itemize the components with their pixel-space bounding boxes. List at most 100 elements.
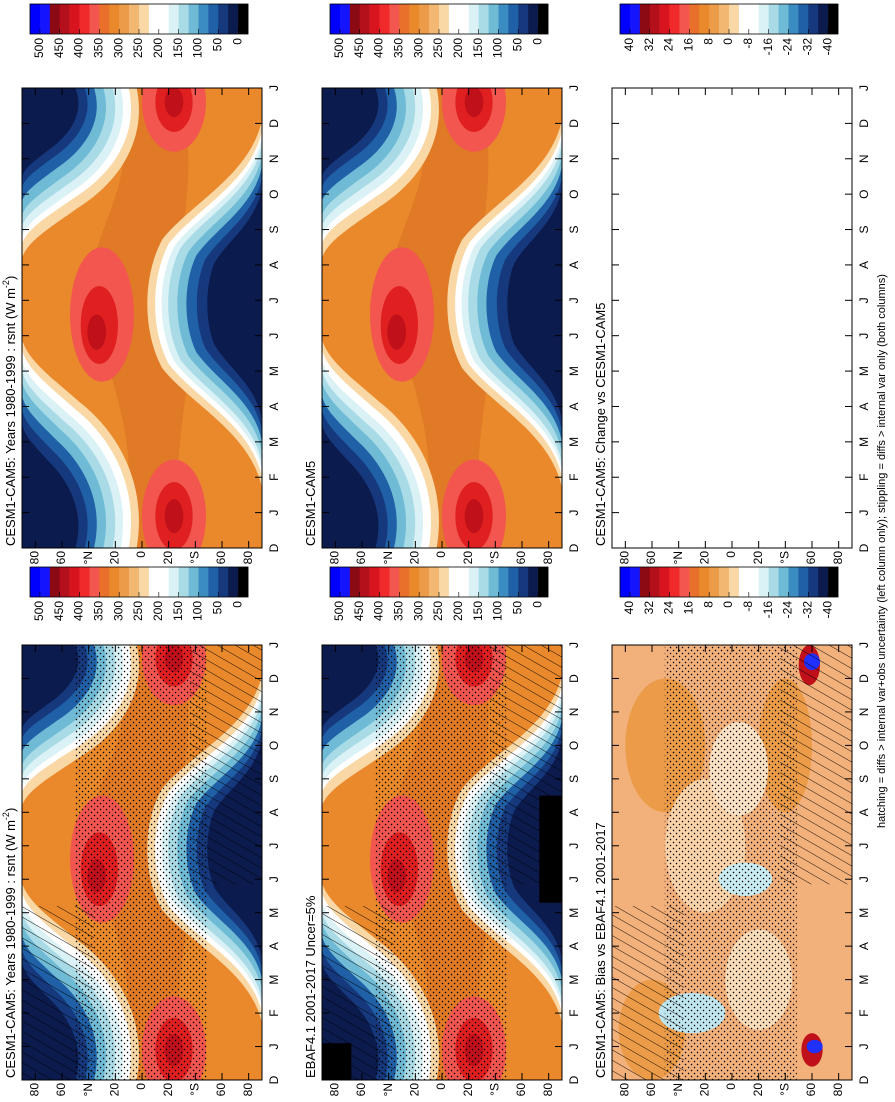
colorbar-box bbox=[198, 567, 209, 597]
colorbar-box bbox=[429, 567, 440, 597]
y-tick-label: 60 bbox=[644, 1083, 658, 1097]
x-tick-label: J bbox=[857, 510, 871, 516]
x-tick-label: F bbox=[857, 474, 871, 481]
x-tick-label: M bbox=[567, 366, 581, 376]
x-tick-label: S bbox=[267, 226, 281, 234]
x-tick-label: J bbox=[857, 297, 871, 303]
colorbar-box bbox=[119, 567, 130, 597]
colorbar-label: 32 bbox=[642, 601, 656, 615]
colorbar-label: 150 bbox=[471, 38, 485, 58]
colorbar-box bbox=[679, 4, 690, 34]
x-tick-label: D bbox=[567, 1075, 581, 1084]
y-tick-label: 80 bbox=[328, 1083, 342, 1097]
colorbar-label: 400 bbox=[372, 601, 386, 621]
colorbar-box bbox=[69, 4, 80, 34]
colorbar-box bbox=[129, 4, 140, 34]
x-tick-label: J bbox=[267, 333, 281, 339]
colorbar-label: 0 bbox=[230, 601, 244, 608]
colorbar-box bbox=[729, 567, 740, 597]
colorbar-box bbox=[359, 4, 370, 34]
colorbar-box bbox=[818, 567, 829, 597]
x-tick-label: J bbox=[857, 333, 871, 339]
colorbar-box bbox=[349, 4, 361, 34]
colorbar-box bbox=[808, 4, 819, 34]
colorbar-box bbox=[448, 567, 460, 597]
x-tick-label: D bbox=[857, 543, 871, 552]
colorbar-box bbox=[788, 567, 799, 597]
x-tick-label: A bbox=[267, 261, 281, 269]
colorbar-label: 0 bbox=[530, 38, 544, 45]
colorbar-box bbox=[389, 4, 400, 34]
y-tick-label: 80 bbox=[241, 551, 255, 565]
colorbar-box bbox=[39, 567, 51, 597]
y-tick-label: 60 bbox=[54, 551, 68, 565]
stippling bbox=[374, 645, 507, 1080]
colorbar-box bbox=[508, 4, 519, 34]
colorbar-box bbox=[178, 4, 189, 34]
colorbar-box bbox=[109, 4, 120, 34]
colorbar-label: 450 bbox=[52, 601, 66, 621]
colorbar-box bbox=[818, 4, 829, 34]
x-tick-label: A bbox=[857, 402, 871, 410]
x-tick-label: A bbox=[267, 942, 281, 950]
x-tick-label: M bbox=[857, 975, 871, 985]
x-tick-label: O bbox=[857, 741, 871, 750]
hatching bbox=[612, 906, 684, 1080]
x-tick-label: J bbox=[267, 642, 281, 648]
y-tick-label: 20 bbox=[698, 1083, 712, 1097]
colorbar-box bbox=[659, 567, 670, 597]
colorbar-box bbox=[89, 567, 100, 597]
colorbar-label: 400 bbox=[372, 38, 386, 58]
y-tick-label: °S bbox=[778, 1083, 792, 1096]
colorbar-box bbox=[228, 4, 239, 34]
colorbar-box bbox=[669, 4, 680, 34]
colorbar-box bbox=[439, 567, 450, 597]
colorbar-box bbox=[659, 4, 670, 34]
colorbar-label: 250 bbox=[131, 601, 145, 621]
colorbar-label: 40 bbox=[622, 601, 636, 615]
x-tick-label: J bbox=[567, 297, 581, 303]
colorbar-box bbox=[649, 567, 660, 597]
x-tick-label: D bbox=[857, 674, 871, 683]
x-tick-label: A bbox=[857, 942, 871, 950]
colorbar-box bbox=[639, 567, 651, 597]
colorbar-box bbox=[168, 567, 179, 597]
y-tick-label: 0 bbox=[724, 1083, 738, 1090]
colorbar-box bbox=[798, 567, 809, 597]
colorbar-label: 24 bbox=[662, 38, 676, 52]
x-tick-label: J bbox=[267, 297, 281, 303]
colorbar-label: 50 bbox=[210, 38, 224, 52]
x-tick-label: F bbox=[857, 1009, 871, 1016]
colorbar-box bbox=[768, 4, 779, 34]
y-tick-label: °S bbox=[488, 551, 502, 564]
colorbar-box bbox=[218, 567, 229, 597]
colorbar-label: 8 bbox=[701, 601, 715, 608]
colorbar-box bbox=[768, 567, 779, 597]
x-tick-label: S bbox=[567, 775, 581, 783]
x-tick-label: J bbox=[857, 843, 871, 849]
hatching bbox=[322, 906, 394, 1080]
colorbar-box bbox=[709, 567, 720, 597]
colorbar-box bbox=[369, 567, 380, 597]
colorbar-box bbox=[649, 4, 660, 34]
y-tick-label: 20 bbox=[461, 551, 475, 565]
title-part: ) bbox=[3, 276, 18, 280]
colorbar-box bbox=[238, 4, 249, 34]
panel-title: CESM1-CAM5: Years 1980-1999 : rsnt (W m-… bbox=[1, 808, 18, 1078]
colorbar-box bbox=[429, 4, 440, 34]
y-tick-label: 20 bbox=[751, 1083, 765, 1097]
y-tick-label: 20 bbox=[161, 1083, 175, 1097]
y-tick-label: 20 bbox=[108, 1083, 122, 1097]
y-tick-label: 60 bbox=[804, 1083, 818, 1097]
y-tick-label: 0 bbox=[434, 551, 448, 558]
y-tick-label: 80 bbox=[541, 551, 555, 565]
colorbar-label: 450 bbox=[52, 38, 66, 58]
x-tick-label: D bbox=[857, 119, 871, 128]
x-tick-label: O bbox=[857, 189, 871, 198]
colorbar-box bbox=[109, 567, 120, 597]
x-tick-label: J bbox=[857, 642, 871, 648]
colorbar-box bbox=[458, 567, 470, 597]
y-tick-label: 80 bbox=[241, 1083, 255, 1097]
colorbar-box bbox=[748, 4, 760, 34]
colorbar-box bbox=[129, 567, 140, 597]
